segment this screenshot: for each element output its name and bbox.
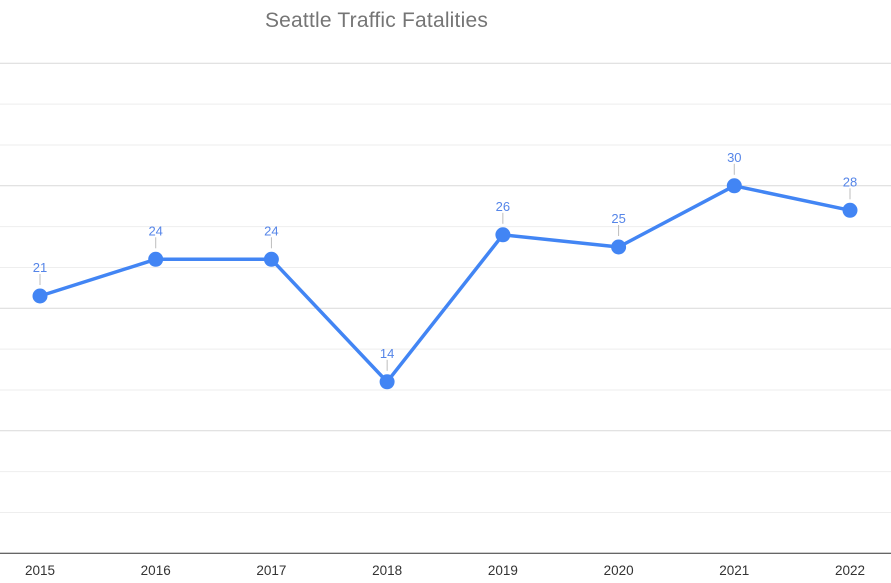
data-point-2019[interactable] [495,227,511,243]
point-annotations: 21 24 24 14 26 25 30 28 [33,150,857,361]
point-annotation: 14 [380,346,394,361]
data-point-2021[interactable] [726,178,742,194]
point-annotation: 26 [496,199,510,214]
point-annotation: 28 [843,174,857,189]
x-axis-label-2018: 2018 [372,563,402,578]
point-annotation: 30 [727,150,741,165]
x-axis-label-2016: 2016 [141,563,171,578]
x-axis-labels: 2015 2016 2017 2018 2019 2020 2021 2022 [25,563,865,578]
series-line [38,184,852,384]
x-axis-label-2015: 2015 [25,563,55,578]
gridlines [0,62,891,513]
x-axis-label-2019: 2019 [488,563,518,578]
data-point-2016[interactable] [148,251,164,267]
annotation-stems [39,163,851,371]
chart-title: Seattle Traffic Fatalities [264,9,489,32]
x-axis-label-2021: 2021 [719,563,749,578]
x-axis-label-2020: 2020 [604,563,634,578]
data-point-2022[interactable] [842,202,858,218]
data-point-2020[interactable] [611,239,627,255]
data-point-2015[interactable] [32,288,48,304]
point-annotation: 24 [148,223,162,238]
point-annotation: 25 [611,211,625,226]
x-axis-label-2017: 2017 [256,563,286,578]
data-point-2017[interactable] [263,251,279,267]
data-points [32,178,858,390]
point-annotation: 24 [264,223,278,238]
data-point-2018[interactable] [379,374,395,390]
point-annotation: 21 [33,260,47,275]
series-line-group [38,184,852,384]
x-axis-label-2022: 2022 [835,563,865,578]
